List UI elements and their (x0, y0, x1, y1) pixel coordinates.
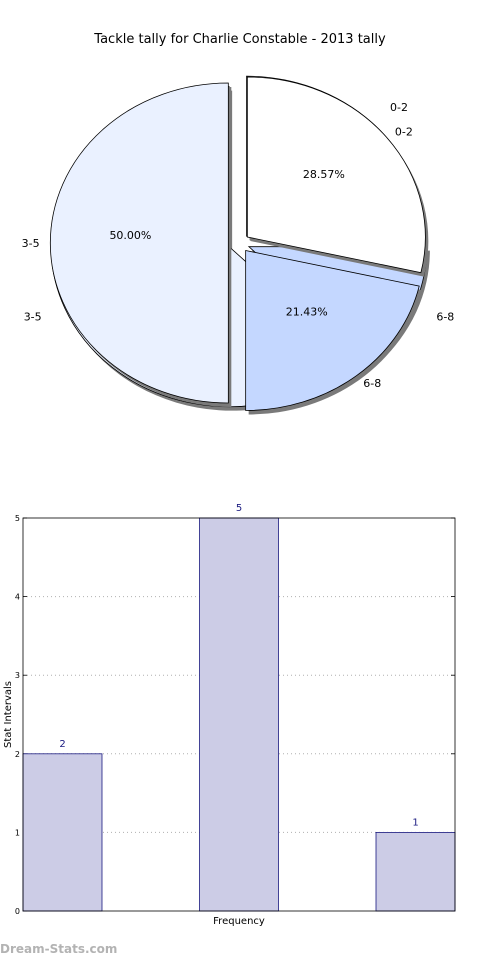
bar-2 (375, 832, 456, 912)
pie-category-label-0-0: 0-2 (390, 101, 408, 114)
bar-value-label-0: 2 (59, 739, 65, 750)
y-tick-label: 4 (15, 593, 20, 602)
plot-frame (22, 517, 456, 912)
y-axis-label: Stat Intervals (3, 681, 14, 748)
pie-slice-1-0 (246, 76, 426, 274)
pie-category-label-1-0: 0-2 (395, 125, 413, 138)
bar-value-label-1: 5 (236, 503, 242, 514)
bar-0 (22, 753, 103, 912)
bar-value-label-2: 1 (412, 817, 418, 828)
pie-percent-label-1-0: 28.57% (303, 168, 345, 181)
y-tick-label: 5 (15, 514, 20, 523)
pie-chart-title: Tackle tally for Charlie Constable - 201… (93, 32, 386, 47)
watermark: Dream-Stats.com (0, 942, 118, 956)
pie-category-label-1-2: 3-5 (22, 237, 40, 250)
pie-percent-label-1-1: 21.43% (286, 305, 328, 318)
pie-slice-1-2 (50, 82, 229, 404)
pie-category-label-0-1: 6-8 (436, 310, 454, 323)
y-tick-label: 2 (15, 750, 20, 759)
y-tick-label: 1 (15, 828, 20, 837)
x-axis-label: Frequency (213, 916, 265, 927)
bar-1 (199, 517, 279, 912)
y-tick-label: 0 (15, 907, 20, 916)
pie-category-label-1-1: 6-8 (363, 377, 381, 390)
pie-category-label-0-2: 3-5 (24, 310, 42, 323)
pie-slice-1-1 (245, 250, 420, 411)
y-tick-label: 3 (15, 671, 20, 680)
pie-chart: 25.00%12.50%62.50%0-26-83-528.57%21.43%5… (22, 75, 454, 415)
bar-chart: 0 1 2 3 4 5 2 5 1 Frequency Stat Intervals (3, 503, 456, 927)
pie-percent-label-1-2: 50.00% (109, 229, 151, 242)
